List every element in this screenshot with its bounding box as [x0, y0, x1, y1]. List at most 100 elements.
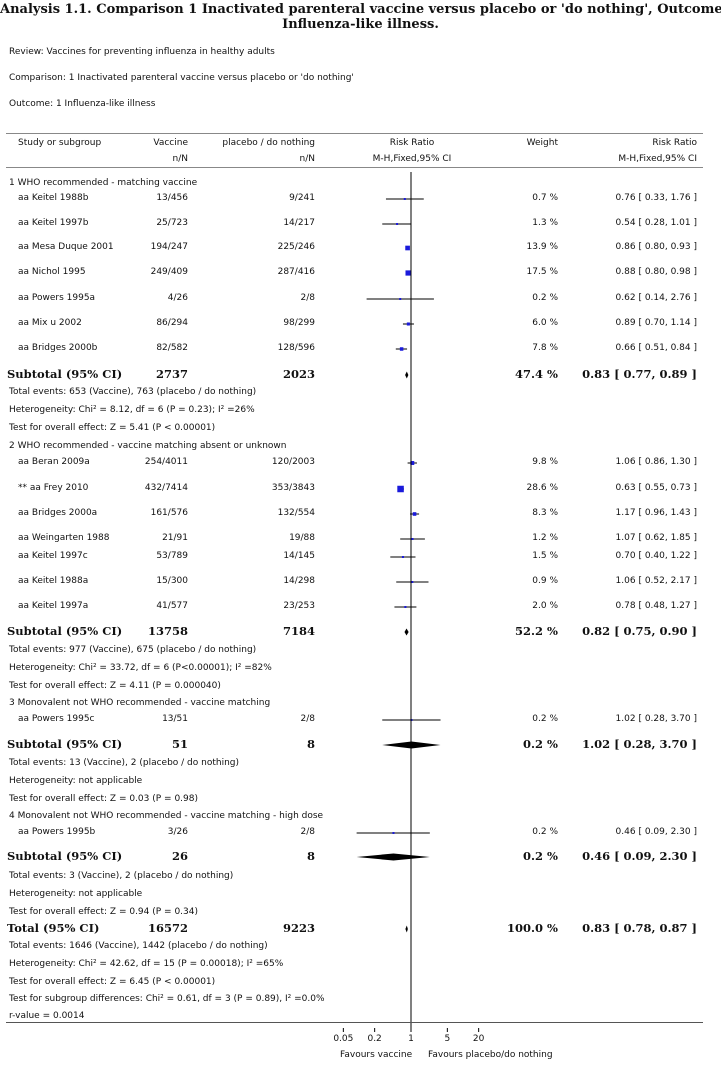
- study-name: aa Mesa Duque 2001: [18, 242, 114, 252]
- study-vaccine-events: 13/51: [162, 714, 188, 724]
- study-vaccine-events: 86/294: [156, 318, 188, 328]
- subtotal-risk-ratio-ci: 0.82 [ 0.75, 0.90 ]: [582, 624, 697, 638]
- header-placebo-sub: n/N: [299, 154, 315, 164]
- subtotal-diamond: [405, 371, 409, 379]
- study-placebo-events: 128/596: [277, 343, 315, 353]
- subgroup-note: Heterogeneity: not applicable: [9, 776, 143, 786]
- study-vaccine-events: 254/4011: [144, 457, 188, 467]
- subtotal-placebo-total: 8: [306, 849, 315, 863]
- study-vaccine-events: 21/91: [162, 533, 188, 543]
- study-weight: 1.2 %: [532, 533, 558, 543]
- header-risk-ratio-method: M-H,Fixed,95% CI: [372, 154, 452, 164]
- subtotal-label: Subtotal (95% CI): [7, 849, 123, 863]
- header-risk-ratio-2: Risk Ratio: [652, 138, 697, 148]
- study-risk-ratio-ci: 1.06 [ 0.86, 1.30 ]: [615, 457, 697, 467]
- footer-rule: [6, 1022, 703, 1023]
- study-placebo-events: 2/8: [300, 827, 315, 837]
- subgroup-heading: 2 WHO recommended - vaccine matching abs…: [9, 441, 287, 451]
- header-vaccine: Vaccine: [153, 138, 188, 148]
- study-weight: 0.7 %: [532, 193, 558, 203]
- study-risk-ratio-ci: 0.66 [ 0.51, 0.84 ]: [615, 343, 697, 353]
- study-name: aa Powers 1995c: [18, 714, 95, 724]
- study-name: aa Powers 1995b: [18, 827, 96, 837]
- study-name: aa Weingarten 1988: [18, 533, 110, 543]
- axis-tick-label: 20: [472, 1034, 485, 1044]
- subgroup-note: Test for overall effect: Z = 0.94 (P = 0…: [9, 907, 198, 917]
- study-weight: 0.2 %: [532, 714, 558, 724]
- study-point-square: [392, 832, 395, 834]
- study-name: aa Keitel 1997a: [18, 601, 89, 611]
- study-placebo-events: 2/8: [300, 293, 315, 303]
- subtotal-vaccine-total: 2737: [155, 367, 188, 381]
- study-placebo-events: 14/217: [283, 218, 315, 228]
- study-name: aa Beran 2009a: [18, 457, 90, 467]
- subgroup-note: Total events: 977 (Vaccine), 675 (placeb…: [9, 645, 257, 655]
- study-risk-ratio-ci: 0.63 [ 0.55, 0.73 ]: [615, 483, 697, 493]
- study-weight: 8.3 %: [532, 508, 558, 518]
- subtotal-label: Subtotal (95% CI): [7, 624, 123, 638]
- subtotal-placebo-total: 2023: [282, 367, 315, 381]
- study-vaccine-events: 82/582: [156, 343, 188, 353]
- study-vaccine-events: 25/723: [156, 218, 188, 228]
- study-weight: 17.5 %: [526, 267, 558, 277]
- study-name: aa Bridges 2000b: [18, 343, 98, 353]
- subgroup-note: Total events: 653 (Vaccine), 763 (placeb…: [9, 387, 257, 397]
- study-placebo-events: 14/298: [283, 576, 315, 586]
- study-point-square: [399, 347, 404, 351]
- study-point-square: [411, 538, 414, 540]
- outcome-line: Outcome: 1 Influenza-like illness: [9, 99, 156, 109]
- favours-left-label: Favours vaccine: [340, 1050, 413, 1060]
- subgroup-note: Heterogeneity: Chi² = 8.12, df = 6 (P = …: [9, 405, 255, 415]
- subgroup-note: Test for overall effect: Z = 5.41 (P < 0…: [9, 423, 216, 433]
- subgroup-note: Test for overall effect: Z = 4.11 (P = 0…: [9, 681, 221, 691]
- study-risk-ratio-ci: 0.62 [ 0.14, 2.76 ]: [615, 293, 697, 303]
- study-weight: 9.8 %: [532, 457, 558, 467]
- total-diamond: [405, 925, 408, 933]
- subtotal-vaccine-total: 51: [171, 737, 188, 751]
- study-weight: 28.6 %: [526, 483, 558, 493]
- study-weight: 1.3 %: [532, 218, 558, 228]
- subtotal-risk-ratio-ci: 0.83 [ 0.77, 0.89 ]: [582, 367, 697, 381]
- study-point-square: [401, 556, 404, 558]
- header-bottom-rule: [6, 167, 703, 168]
- subtotal-placebo-total: 8: [306, 737, 315, 751]
- study-risk-ratio-ci: 1.06 [ 0.52, 2.17 ]: [615, 576, 697, 586]
- study-weight: 2.0 %: [532, 601, 558, 611]
- subgroup-note: Total events: 13 (Vaccine), 2 (placebo /…: [9, 758, 240, 768]
- study-placebo-events: 225/246: [277, 242, 315, 252]
- study-weight: 0.2 %: [532, 293, 558, 303]
- header-placebo: placebo / do nothing: [222, 138, 315, 148]
- study-risk-ratio-ci: 0.70 [ 0.40, 1.22 ]: [615, 551, 697, 561]
- study-risk-ratio-ci: 0.46 [ 0.09, 2.30 ]: [615, 827, 697, 837]
- study-placebo-events: 98/299: [283, 318, 315, 328]
- study-placebo-events: 287/416: [277, 267, 315, 277]
- total-note: Heterogeneity: Chi² = 42.62, df = 15 (P …: [9, 959, 284, 969]
- study-placebo-events: 353/3843: [271, 483, 315, 493]
- study-placebo-events: 23/253: [283, 601, 315, 611]
- study-vaccine-events: 4/26: [167, 293, 188, 303]
- study-point-square: [410, 461, 415, 465]
- study-weight: 6.0 %: [532, 318, 558, 328]
- subtotal-label: Subtotal (95% CI): [7, 367, 123, 381]
- study-name: aa Nichol 1995: [18, 267, 86, 277]
- study-point-square: [399, 298, 402, 300]
- header-risk-ratio-method-2: M-H,Fixed,95% CI: [618, 154, 697, 164]
- subgroup-heading: 1 WHO recommended - matching vaccine: [9, 178, 198, 188]
- study-weight: 13.9 %: [526, 242, 558, 252]
- study-point-square: [404, 606, 407, 608]
- study-vaccine-events: 41/577: [156, 601, 188, 611]
- comparison-line: Comparison: 1 Inactivated parenteral vac…: [9, 73, 354, 83]
- study-risk-ratio-ci: 1.02 [ 0.28, 3.70 ]: [615, 714, 697, 724]
- study-point-square: [406, 322, 410, 326]
- study-weight: 0.9 %: [532, 576, 558, 586]
- study-placebo-events: 2/8: [300, 714, 315, 724]
- subtotal-diamond: [404, 628, 409, 636]
- study-point-square: [405, 245, 410, 251]
- subtotal-vaccine-total: 26: [171, 849, 188, 863]
- subtotal-weight: 0.2 %: [523, 737, 558, 751]
- subtotal-label: Subtotal (95% CI): [7, 737, 123, 751]
- subtotal-risk-ratio-ci: 1.02 [ 0.28, 3.70 ]: [582, 737, 697, 751]
- axis-tick-label: 1: [408, 1034, 414, 1044]
- axis-tick-label: 0.05: [333, 1034, 354, 1044]
